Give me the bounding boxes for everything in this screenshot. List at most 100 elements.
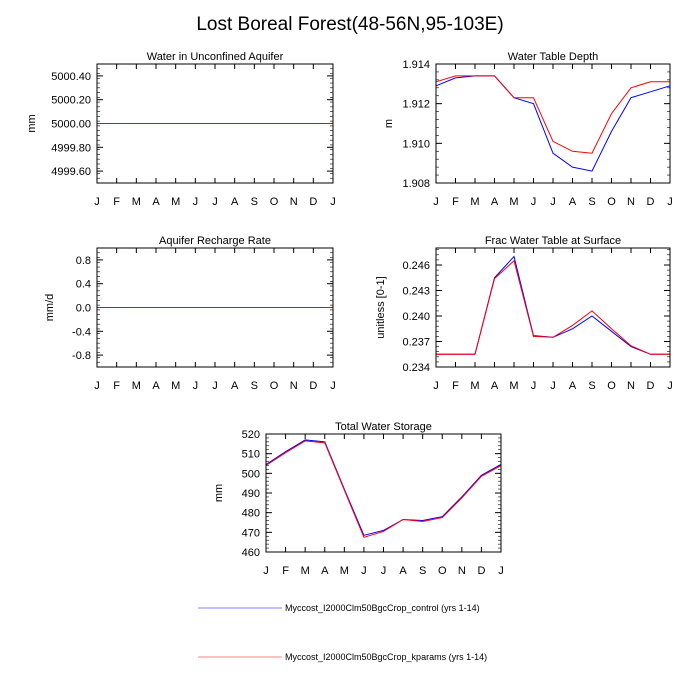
plot-frame — [265, 433, 502, 553]
x-tick-label: S — [251, 196, 258, 208]
legend-label: Myccost_I2000Clm50BgcCrop_control (yrs 1… — [285, 603, 480, 613]
y-tick-label: 510 — [242, 449, 260, 461]
panel-title: Total Water Storage — [335, 421, 432, 433]
y-axis-label: mm — [26, 114, 38, 132]
x-tick-label: J — [94, 380, 100, 392]
x-tick-label: M — [470, 380, 479, 392]
x-tick-label: J — [263, 565, 269, 577]
y-tick-label: 5000.00 — [51, 119, 91, 131]
x-tick-label: S — [588, 380, 595, 392]
y-tick-label: 0.8 — [76, 255, 91, 267]
y-tick-label: 1.908 — [402, 178, 430, 190]
x-tick-label: A — [231, 196, 239, 208]
x-tick-label: A — [152, 196, 160, 208]
x-tick-label: M — [171, 380, 180, 392]
x-tick-label: N — [627, 196, 635, 208]
y-tick-label: 1.912 — [402, 99, 430, 111]
x-tick-label: D — [309, 196, 317, 208]
y-tick-label: -0.4 — [72, 326, 91, 338]
x-tick-label: A — [152, 380, 160, 392]
x-tick-label: M — [132, 380, 141, 392]
x-tick-label: F — [113, 196, 120, 208]
y-tick-label: 460 — [242, 547, 260, 559]
y-axis-label: mm/d — [44, 294, 56, 322]
y-tick-label: 0.234 — [402, 362, 430, 374]
x-tick-label: D — [477, 565, 485, 577]
x-tick-label: O — [607, 196, 616, 208]
x-tick-label: J — [531, 380, 537, 392]
series-line-control — [265, 439, 502, 536]
x-tick-label: J — [433, 196, 439, 208]
y-tick-label: 0.4 — [76, 279, 91, 291]
x-tick-label: M — [509, 380, 518, 392]
x-tick-label: J — [531, 196, 537, 208]
y-axis-label: unitless [0-1] — [375, 276, 387, 338]
x-tick-label: J — [94, 196, 100, 208]
x-tick-label: O — [607, 380, 616, 392]
y-tick-label: 4999.60 — [51, 166, 91, 178]
x-tick-label: J — [212, 380, 218, 392]
y-tick-label: 0.237 — [402, 337, 430, 349]
x-tick-label: F — [113, 380, 120, 392]
legend: Myccost_I2000Clm50BgcCrop_control (yrs 1… — [198, 603, 487, 662]
y-tick-label: 0.240 — [402, 311, 430, 323]
x-tick-label: J — [193, 380, 199, 392]
x-tick-label: O — [270, 196, 279, 208]
y-tick-label: 470 — [242, 527, 260, 539]
panel-title: Frac Water Table at Surface — [485, 235, 621, 247]
y-tick-label: 480 — [242, 508, 260, 520]
y-axis-label: m — [383, 119, 395, 128]
x-tick-label: A — [399, 565, 407, 577]
panel-title: Water in Unconfined Aquifer — [147, 51, 284, 63]
x-tick-label: J — [381, 565, 387, 577]
x-tick-label: M — [171, 196, 180, 208]
x-tick-label: J — [667, 196, 673, 208]
x-tick-label: J — [667, 380, 673, 392]
x-tick-label: A — [569, 196, 577, 208]
x-tick-label: A — [231, 380, 239, 392]
y-tick-label: 0.243 — [402, 286, 430, 298]
y-tick-label: 4999.80 — [51, 142, 91, 154]
y-tick-label: 5000.40 — [51, 71, 91, 83]
x-tick-label: M — [132, 196, 141, 208]
series-line-control — [436, 255, 670, 355]
y-tick-label: 1.914 — [402, 59, 430, 71]
legend-label: Myccost_I2000Clm50BgcCrop_kparams (yrs 1… — [285, 652, 487, 662]
x-tick-label: A — [491, 196, 499, 208]
x-tick-label: D — [647, 380, 655, 392]
plot-frame — [435, 63, 671, 184]
series-line-kparams — [265, 440, 502, 538]
x-tick-label: J — [498, 565, 504, 577]
x-tick-label: N — [290, 196, 298, 208]
y-tick-label: 0.0 — [76, 303, 91, 315]
panel-title: Water Table Depth — [508, 51, 599, 63]
x-tick-label: J — [212, 196, 218, 208]
panel-title: Aquifer Recharge Rate — [159, 235, 271, 247]
plot-frame — [96, 63, 334, 184]
x-tick-label: J — [550, 196, 556, 208]
y-tick-label: 5000.20 — [51, 95, 91, 107]
series-line-control — [435, 75, 671, 172]
x-tick-label: N — [627, 380, 635, 392]
x-tick-label: O — [270, 380, 279, 392]
plot-frame — [435, 247, 671, 368]
panel-4: Frac Water Table at Surface unitless [0-1… — [375, 235, 673, 392]
x-tick-label: A — [569, 380, 577, 392]
y-tick-label: 500 — [242, 468, 260, 480]
x-tick-label: J — [330, 380, 336, 392]
series-line-kparams — [435, 75, 670, 154]
x-tick-label: M — [509, 196, 518, 208]
x-tick-label: D — [647, 196, 655, 208]
y-tick-label: 490 — [242, 488, 260, 500]
x-tick-label: F — [282, 565, 289, 577]
x-tick-label: A — [491, 380, 499, 392]
figure-title: Lost Boreal Forest(48-56N,95-103E) — [196, 14, 504, 35]
y-axis-label: mm — [213, 484, 225, 502]
x-tick-label: N — [290, 380, 298, 392]
x-tick-label: N — [458, 565, 466, 577]
x-tick-label: M — [470, 196, 479, 208]
